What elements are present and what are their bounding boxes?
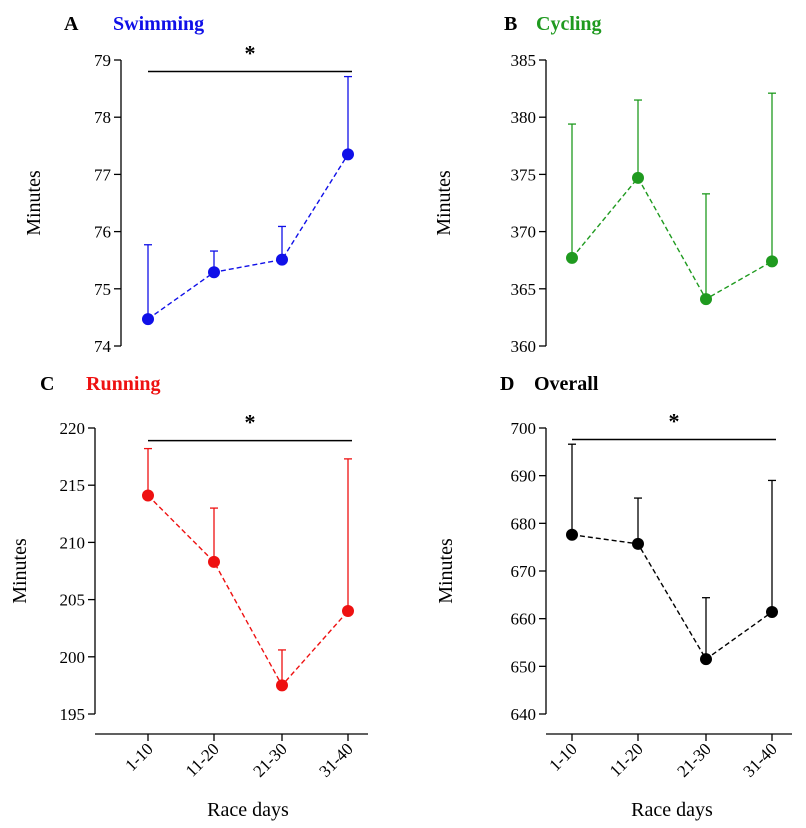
- data-point: [142, 489, 154, 502]
- x-tick-label: 11-20: [606, 739, 647, 780]
- y-tick-label: 365: [511, 280, 537, 299]
- y-axis-label: Minutes: [23, 170, 45, 236]
- y-tick-label: 700: [511, 419, 537, 438]
- significance-star: *: [245, 40, 256, 65]
- y-tick-label: 210: [60, 533, 86, 552]
- y-tick-label: 690: [511, 467, 537, 486]
- x-tick-label: 21-30: [673, 739, 714, 780]
- y-tick-label: 360: [511, 337, 537, 356]
- panel-letter: A: [64, 13, 79, 35]
- y-tick-label: 74: [94, 337, 112, 356]
- y-axis-label: Minutes: [433, 170, 455, 236]
- data-point: [766, 605, 778, 618]
- data-point: [700, 653, 712, 666]
- data-point: [342, 148, 354, 161]
- y-tick-label: 205: [60, 591, 86, 610]
- x-tick-label: 31-40: [315, 739, 356, 780]
- y-tick-label: 195: [60, 705, 86, 724]
- data-point: [208, 555, 220, 568]
- data-point: [766, 255, 778, 268]
- y-tick-label: 370: [511, 223, 537, 242]
- significance-star: *: [245, 410, 256, 435]
- panel-letter: C: [40, 373, 54, 395]
- panel-letter: D: [500, 373, 514, 395]
- y-tick-label: 76: [94, 223, 111, 242]
- data-point: [632, 537, 644, 550]
- y-tick-label: 79: [94, 51, 111, 70]
- data-point: [566, 251, 578, 264]
- y-tick-label: 660: [511, 610, 537, 629]
- y-tick-label: 640: [511, 705, 537, 724]
- x-tick-label: 11-20: [182, 739, 223, 780]
- data-point: [276, 253, 288, 266]
- x-tick-label: 1-10: [121, 739, 156, 774]
- y-tick-label: 670: [511, 562, 537, 581]
- y-tick-label: 78: [94, 108, 111, 127]
- data-point: [700, 293, 712, 306]
- y-tick-label: 385: [511, 51, 537, 70]
- series-line: [147, 495, 349, 687]
- y-tick-label: 380: [511, 108, 537, 127]
- panel-title: Cycling: [536, 13, 602, 35]
- y-tick-label: 200: [60, 648, 86, 667]
- y-tick-label: 680: [511, 514, 537, 533]
- panel-b: B Cycling 360 365 370 375 380 385 Minutes: [433, 13, 778, 356]
- x-axis-label: Race days: [631, 799, 713, 821]
- y-tick-label: 375: [511, 165, 537, 184]
- series-line: [571, 534, 773, 661]
- y-tick-label: 215: [60, 476, 86, 495]
- series-line: [571, 176, 773, 301]
- x-tick-label: 31-40: [739, 739, 780, 780]
- y-tick-label: 75: [94, 280, 111, 299]
- data-point: [142, 313, 154, 326]
- panel-letter: B: [504, 13, 517, 35]
- panel-title: Overall: [534, 373, 599, 395]
- y-tick-label: 220: [60, 419, 86, 438]
- data-point: [566, 528, 578, 541]
- x-tick-label: 1-10: [545, 739, 580, 774]
- panel-c: C Running 195 200 205 210 215 220 Minutes 1-10 11-…: [9, 373, 368, 821]
- data-point: [342, 605, 354, 618]
- y-tick-label: 650: [511, 657, 537, 676]
- panel-title: Swimming: [113, 13, 204, 35]
- panel-a: A Swimming 74 75 76 77 78 79 Minutes *: [23, 13, 354, 356]
- y-tick-label: 77: [94, 165, 112, 184]
- y-axis-label: Minutes: [9, 538, 31, 604]
- x-tick-label: 21-30: [249, 739, 290, 780]
- panel-title: Running: [86, 373, 161, 395]
- panel-d: D Overall 640 650 660 670 680 690 700 Minutes 1-10…: [435, 373, 792, 821]
- y-axis-label: Minutes: [435, 538, 457, 604]
- x-axis-label: Race days: [207, 799, 289, 821]
- data-point: [276, 679, 288, 692]
- data-point: [632, 171, 644, 184]
- data-point: [208, 266, 220, 279]
- significance-star: *: [669, 408, 680, 433]
- series-line: [147, 154, 349, 320]
